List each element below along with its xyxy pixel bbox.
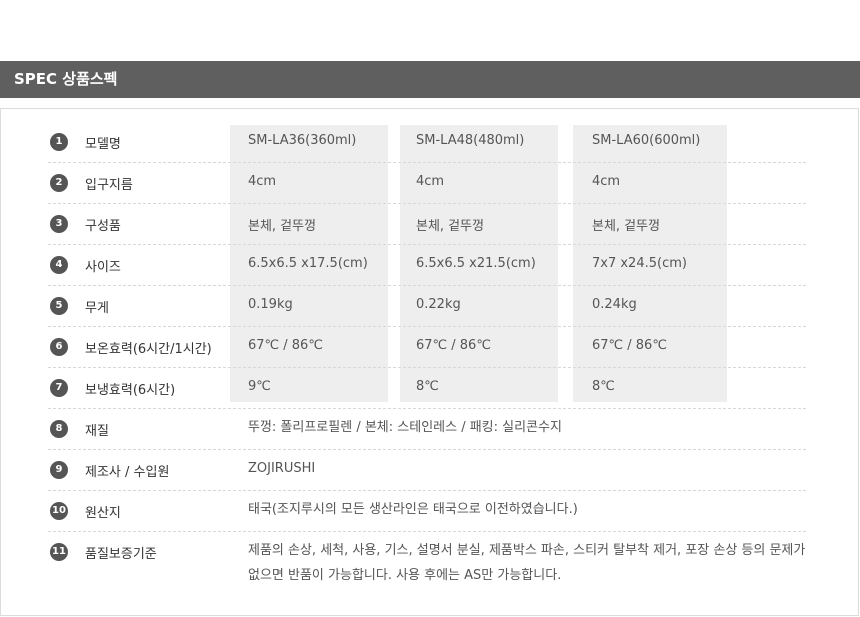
- spec-label: 품질보증기준: [85, 547, 157, 562]
- spec-row: 2 입구지름 4cm 4cm 4cm: [48, 162, 806, 204]
- spec-label: 무게: [85, 301, 109, 316]
- spec-value: 태국(조지루시의 모든 생산라인은 태국으로 이전하였습니다.): [248, 502, 578, 517]
- spec-table-box: [0, 108, 859, 616]
- spec-value: ZOJIRUSHI: [248, 461, 316, 476]
- model-column-2: [400, 125, 558, 402]
- spec-value: SM-LA60(600ml): [592, 133, 701, 148]
- number-badge-icon: 7: [50, 379, 68, 397]
- model-column-3: [573, 125, 727, 402]
- spec-value: 본체, 겉뚜껑: [248, 219, 317, 234]
- spec-label: 보온효력(6시간/1시간): [85, 342, 212, 357]
- number-badge-icon: 5: [50, 297, 68, 315]
- number-badge-icon: 3: [50, 215, 68, 233]
- spec-value: 67℃ / 86℃: [592, 338, 667, 353]
- number-badge-icon: 4: [50, 256, 68, 274]
- spec-value: 67℃ / 86℃: [416, 338, 491, 353]
- spec-row: 1 모델명 SM-LA36(360ml) SM-LA48(480ml) SM-LA60(…: [48, 121, 806, 163]
- spec-row: 3 구성품 본체, 겉뚜껑 본체, 겉뚜껑 본체, 겉뚜껑: [48, 203, 806, 245]
- spec-value: SM-LA48(480ml): [416, 133, 525, 148]
- spec-label: 원산지: [85, 506, 121, 521]
- spec-row: 4 사이즈 6.5x6.5 x17.5(cm) 6.5x6.5 x21.5(cm) 7x…: [48, 244, 806, 286]
- spec-value: 9℃: [248, 379, 271, 394]
- number-badge-icon: 6: [50, 338, 68, 356]
- spec-value: 제품의 손상, 세척, 사용, 기스, 설명서 분실, 제품박스 파손, 스티커…: [248, 543, 806, 583]
- spec-label: 입구지름: [85, 178, 133, 193]
- spec-row: 9 제조사 / 수입원 ZOJIRUSHI: [48, 449, 806, 491]
- spec-value: 0.22kg: [416, 297, 461, 312]
- spec-value: 0.24kg: [592, 297, 637, 312]
- spec-label: 제조사 / 수입원: [85, 465, 170, 480]
- number-badge-icon: 2: [50, 174, 68, 192]
- section-header: SPEC 상품스펙: [0, 61, 860, 98]
- spec-value: SM-LA36(360ml): [248, 133, 357, 148]
- spec-label: 모델명: [85, 137, 121, 152]
- spec-label: 구성품: [85, 219, 121, 234]
- number-badge-icon: 1: [50, 133, 68, 151]
- spec-row: 7 보냉효력(6시간) 9℃ 8℃ 8℃: [48, 367, 806, 409]
- spec-label: 사이즈: [85, 260, 121, 275]
- spec-value: 4cm: [416, 174, 445, 189]
- spec-value: 7x7 x24.5(cm): [592, 256, 687, 271]
- number-badge-icon: 8: [50, 420, 68, 438]
- spec-value: 67℃ / 86℃: [248, 338, 323, 353]
- spec-row: 6 보온효력(6시간/1시간) 67℃ / 86℃ 67℃ / 86℃ 67℃ / 86…: [48, 326, 806, 368]
- spec-value: 본체, 겉뚜껑: [592, 219, 661, 234]
- spec-value: 4cm: [248, 174, 277, 189]
- spec-label: 재질: [85, 424, 109, 439]
- spec-value: 6.5x6.5 x21.5(cm): [416, 256, 536, 271]
- model-column-1: [230, 125, 388, 402]
- spec-value: 본체, 겉뚜껑: [416, 219, 485, 234]
- number-badge-icon: 10: [50, 502, 68, 520]
- spec-value: 6.5x6.5 x17.5(cm): [248, 256, 368, 271]
- spec-value: 8℃: [592, 379, 615, 394]
- spec-row: 8 재질 뚜껑: 폴리프로필렌 / 본체: 스테인레스 / 패킹: 실리콘수지: [48, 408, 806, 450]
- number-badge-icon: 9: [50, 461, 68, 479]
- spec-row: 10 원산지 태국(조지루시의 모든 생산라인은 태국으로 이전하였습니다.): [48, 490, 806, 532]
- spec-label: 보냉효력(6시간): [85, 383, 176, 398]
- spec-value: 8℃: [416, 379, 439, 394]
- number-badge-icon: 11: [50, 543, 68, 561]
- spec-value: 4cm: [592, 174, 621, 189]
- spec-row: 5 무게 0.19kg 0.22kg 0.24kg: [48, 285, 806, 327]
- spec-row: 11 품질보증기준 제품의 손상, 세척, 사용, 기스, 설명서 분실, 제품박스…: [48, 531, 806, 591]
- spec-value: 0.19kg: [248, 297, 293, 312]
- spec-value: 뚜껑: 폴리프로필렌 / 본체: 스테인레스 / 패킹: 실리콘수지: [248, 420, 562, 435]
